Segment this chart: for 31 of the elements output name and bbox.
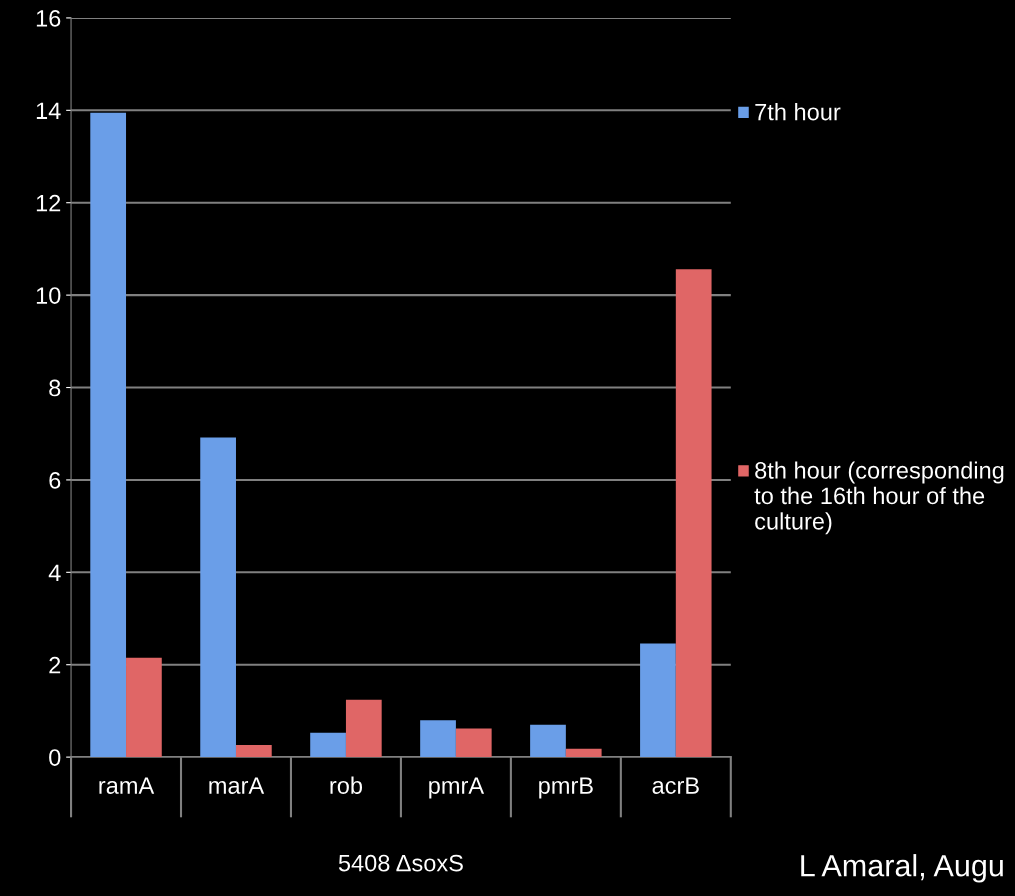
y-tick-label: 14 <box>36 102 61 119</box>
bar <box>420 720 456 758</box>
y-tick-label: 12 <box>36 194 61 212</box>
y-tick-label: 4 <box>48 564 61 581</box>
bar <box>345 699 382 758</box>
bar <box>640 643 676 758</box>
bar <box>675 269 712 758</box>
bar <box>455 728 492 758</box>
legend-label: 8th hour (corresponding to the 16th hour of the culture) <box>754 461 1004 535</box>
y-tick-label: 8 <box>49 379 61 397</box>
y-tick-label: 16 <box>36 9 61 27</box>
y-tick-label: 2 <box>49 656 61 674</box>
x-tick-label: marA <box>209 777 265 794</box>
x-tick-label: ramA <box>99 777 155 794</box>
bar <box>200 437 236 758</box>
bar <box>126 657 162 758</box>
y-tick-label: 6 <box>49 471 61 489</box>
bar <box>90 112 127 758</box>
text: L Amaral, Augu <box>801 854 1003 883</box>
x-tick-label: rob <box>330 776 363 794</box>
bar <box>565 748 602 758</box>
bar <box>530 724 566 758</box>
bar <box>310 732 346 758</box>
y-tick-label: 0 <box>49 749 61 766</box>
x-tick-label: pmrB <box>539 777 593 799</box>
x-tick-label: pmrA <box>429 777 485 799</box>
legend-label: 7th hour <box>755 103 841 121</box>
y-tick-label: 10 <box>36 287 61 304</box>
bar <box>235 745 272 758</box>
x-tick-label: acrB <box>652 777 699 794</box>
x-axis-title: 5408 ΔsoxS <box>338 854 463 872</box>
